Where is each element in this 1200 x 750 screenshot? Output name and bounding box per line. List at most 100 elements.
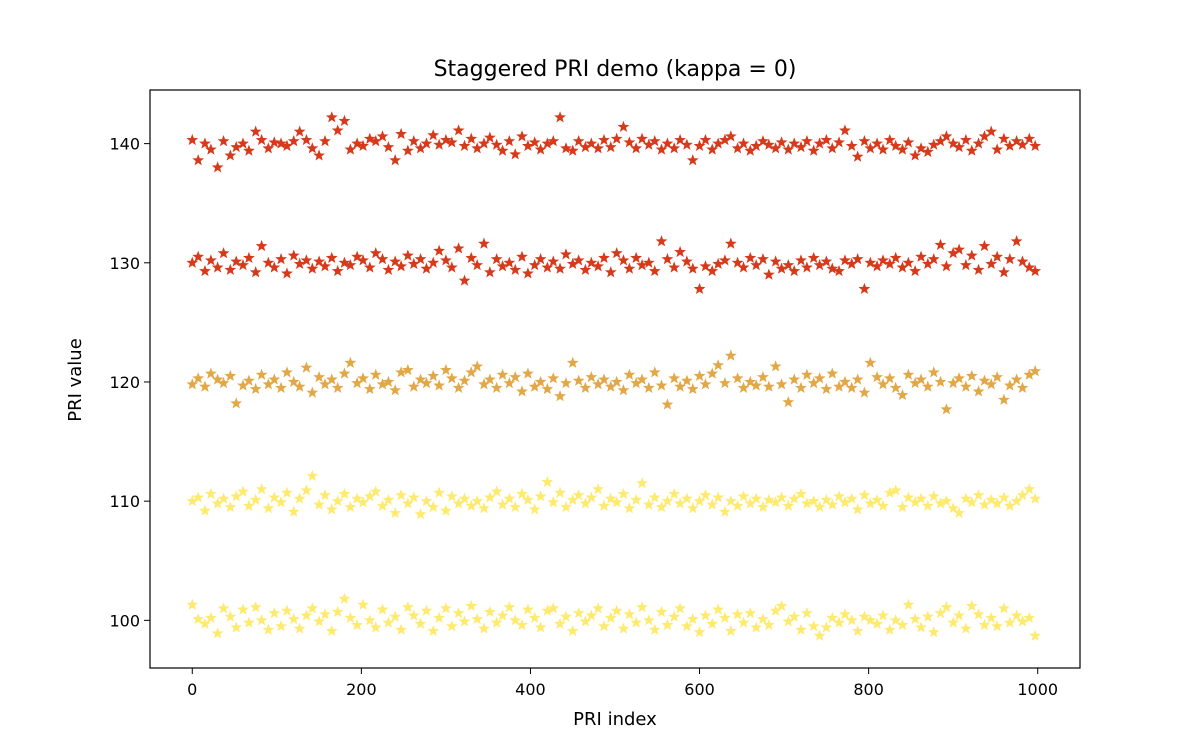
data-point bbox=[300, 133, 313, 146]
data-point bbox=[896, 143, 909, 155]
data-point bbox=[357, 139, 369, 152]
data-point bbox=[699, 609, 712, 621]
data-point bbox=[940, 260, 953, 272]
data-point bbox=[909, 149, 922, 161]
data-point bbox=[655, 235, 668, 247]
data-point bbox=[668, 142, 681, 154]
data-point bbox=[915, 621, 927, 633]
data-point bbox=[211, 261, 224, 273]
data-point bbox=[376, 253, 389, 265]
data-point bbox=[516, 130, 528, 142]
data-point bbox=[991, 497, 1004, 509]
data-point bbox=[604, 141, 617, 153]
data-point bbox=[795, 254, 807, 266]
data-point bbox=[186, 378, 199, 390]
data-point bbox=[795, 381, 807, 393]
data-point bbox=[585, 491, 598, 503]
data-point bbox=[496, 609, 509, 621]
data-point bbox=[186, 256, 199, 268]
data-point bbox=[490, 381, 503, 393]
data-point bbox=[693, 139, 706, 152]
data-point bbox=[382, 616, 395, 628]
data-point bbox=[1023, 368, 1036, 380]
data-point bbox=[433, 486, 446, 498]
data-point bbox=[395, 489, 407, 501]
data-point bbox=[237, 137, 249, 149]
series-1 bbox=[186, 592, 1042, 641]
data-point bbox=[401, 363, 414, 376]
data-point bbox=[427, 129, 440, 141]
data-point bbox=[807, 251, 820, 264]
data-point bbox=[547, 135, 560, 147]
data-point bbox=[547, 496, 560, 508]
data-point bbox=[782, 499, 795, 511]
data-point bbox=[724, 237, 737, 249]
data-point bbox=[192, 612, 205, 625]
data-point bbox=[275, 496, 287, 508]
data-point bbox=[249, 382, 262, 395]
data-point bbox=[262, 256, 275, 268]
data-point bbox=[807, 376, 820, 389]
data-point bbox=[750, 621, 763, 633]
data-point bbox=[617, 384, 630, 396]
data-point bbox=[953, 609, 965, 621]
data-point bbox=[978, 618, 991, 631]
data-point bbox=[668, 261, 681, 273]
data-point bbox=[414, 253, 427, 265]
data-point bbox=[947, 137, 960, 149]
data-point bbox=[833, 136, 845, 148]
data-point bbox=[737, 616, 750, 628]
data-point bbox=[224, 369, 237, 382]
data-point bbox=[826, 367, 839, 379]
data-point bbox=[325, 251, 338, 264]
data-point bbox=[579, 497, 592, 509]
data-point bbox=[839, 375, 851, 387]
y-axis: 100 110 120 130 140 bbox=[109, 135, 150, 630]
data-point bbox=[782, 258, 795, 271]
data-point bbox=[909, 496, 922, 508]
data-point bbox=[452, 497, 465, 509]
data-point bbox=[325, 111, 338, 123]
data-point bbox=[440, 504, 452, 516]
data-point bbox=[357, 254, 369, 266]
data-point bbox=[693, 369, 706, 382]
data-point bbox=[769, 255, 782, 267]
data-point bbox=[199, 137, 211, 149]
data-point bbox=[801, 606, 813, 619]
data-point bbox=[947, 376, 960, 389]
data-point bbox=[401, 144, 414, 156]
series-2 bbox=[186, 469, 1042, 520]
data-point bbox=[281, 604, 293, 616]
data-point bbox=[636, 601, 648, 613]
data-point bbox=[623, 502, 636, 514]
data-point bbox=[706, 498, 719, 510]
data-point bbox=[376, 130, 389, 142]
data-point bbox=[440, 602, 452, 614]
data-point bbox=[243, 374, 255, 386]
data-point bbox=[566, 257, 579, 270]
data-point bbox=[642, 381, 655, 393]
data-point bbox=[686, 502, 699, 514]
data-point bbox=[313, 255, 325, 267]
data-point bbox=[458, 274, 471, 286]
data-point bbox=[560, 610, 572, 622]
data-point bbox=[883, 133, 896, 146]
data-point bbox=[516, 385, 528, 397]
y-tick-label: 110 bbox=[109, 492, 140, 511]
y-tick-label: 140 bbox=[109, 135, 140, 154]
x-tick-label: 800 bbox=[853, 680, 884, 699]
data-point bbox=[331, 605, 344, 617]
data-point bbox=[503, 376, 516, 389]
data-point bbox=[934, 497, 947, 509]
data-point bbox=[483, 491, 496, 503]
data-point bbox=[407, 609, 420, 621]
data-point bbox=[617, 487, 630, 500]
data-point bbox=[623, 368, 636, 380]
data-point bbox=[604, 611, 617, 623]
data-point bbox=[490, 138, 503, 150]
data-point bbox=[585, 137, 598, 149]
data-point bbox=[255, 483, 268, 495]
data-point bbox=[440, 254, 452, 266]
data-point bbox=[845, 257, 858, 270]
x-tick-label: 1000 bbox=[1017, 680, 1058, 699]
